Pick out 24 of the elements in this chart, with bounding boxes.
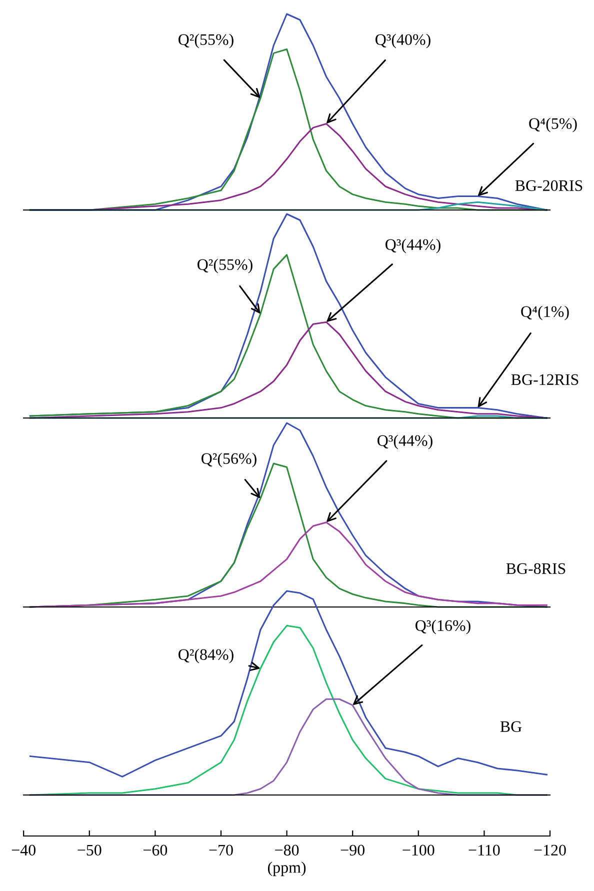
annotation: Q³(44%) (386, 238, 440, 254)
text: BG (500, 721, 522, 732)
x-axis-title: (ppm) (268, 862, 306, 876)
annotation: Q³(16%) (416, 620, 470, 634)
x-tick-label: −110 (468, 844, 500, 856)
text: BG-12RIS (511, 374, 578, 385)
annotation: Q⁴(5%) (529, 118, 577, 132)
annotation: Q²(55%) (178, 34, 234, 48)
annotation: Q²(84%) (178, 648, 234, 664)
annotation: Q²(55%) (198, 258, 252, 274)
x-tick-label: −50 (78, 844, 102, 856)
x-tick-label: −70 (209, 844, 233, 856)
text: BG-20RIS (515, 180, 582, 191)
annotation: Q³(40%) (376, 34, 430, 48)
x-tick-label: −120 (534, 844, 566, 856)
annotation: Q²(56%) (202, 452, 256, 468)
x-tick-label: −100 (402, 844, 434, 856)
x-tick-label: −60 (144, 844, 168, 856)
annotation: Q³(44%) (378, 434, 432, 450)
text: BG-8RIS (506, 563, 566, 574)
x-tick-label: −80 (275, 844, 299, 856)
annotation: Q⁴(1%) (521, 306, 569, 320)
x-tick-label: −40 (12, 844, 36, 856)
x-tick-label: −90 (340, 844, 364, 856)
